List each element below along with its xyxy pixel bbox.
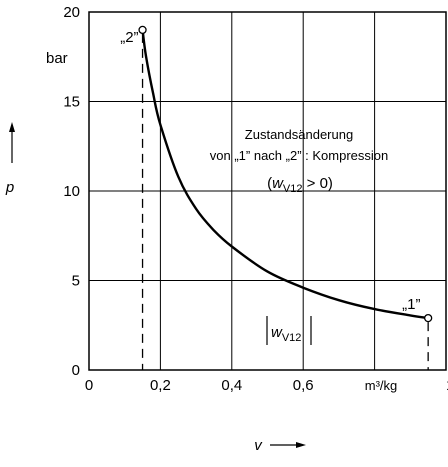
grid-lines: [89, 12, 446, 370]
y-axis-label: p: [5, 179, 14, 196]
x-axis-label: v: [254, 437, 263, 454]
y-tick-label: 20: [63, 4, 80, 21]
x-tick-label: 0,2: [150, 377, 171, 394]
x-tick-label: 0: [85, 377, 93, 394]
y-axis-arrow-head: [9, 122, 15, 132]
y-unit-label: bar: [46, 50, 68, 67]
annotation-line-1: Zustandsänderung: [245, 127, 353, 142]
x-unit-label: m³/kg: [365, 378, 398, 393]
annotation-w-symbol: w: [272, 175, 284, 192]
x-tick-label: 0,6: [293, 377, 314, 394]
annotation-open-paren: (: [267, 175, 272, 192]
area-w-symbol: w: [271, 324, 283, 341]
y-tick-label: 5: [72, 273, 80, 290]
x-axis-ticks: 0 0,2 0,4 0,6 1: [85, 377, 448, 394]
annotation-line-3: (wV12 > 0): [267, 175, 333, 195]
state-point-1-label: „1”: [402, 296, 420, 313]
area-w-subscript: V12: [282, 332, 302, 344]
state-point-2: [138, 25, 147, 35]
y-axis-ticks: 0 5 10 15 20: [63, 4, 80, 379]
y-tick-label: 10: [63, 183, 80, 200]
area-work-label: wV12: [271, 324, 301, 344]
annotation-rest: > 0): [302, 175, 332, 192]
y-tick-label: 0: [72, 362, 80, 379]
plot-frame: [88, 11, 447, 371]
annotation-w-subscript: V12: [283, 183, 303, 195]
process-curve: [141, 29, 429, 320]
x-tick-label: 1: [446, 377, 448, 394]
x-tick-label: 0,4: [221, 377, 242, 394]
y-tick-label: 15: [63, 94, 80, 111]
x-unit-text: m³/kg: [365, 378, 398, 393]
x-axis-arrow-head: [296, 442, 306, 448]
state-point-2-label: „2”: [120, 29, 138, 46]
state-point-1: [423, 313, 433, 323]
annotation-line-2: von „1” nach „2” : Kompression: [210, 148, 388, 163]
